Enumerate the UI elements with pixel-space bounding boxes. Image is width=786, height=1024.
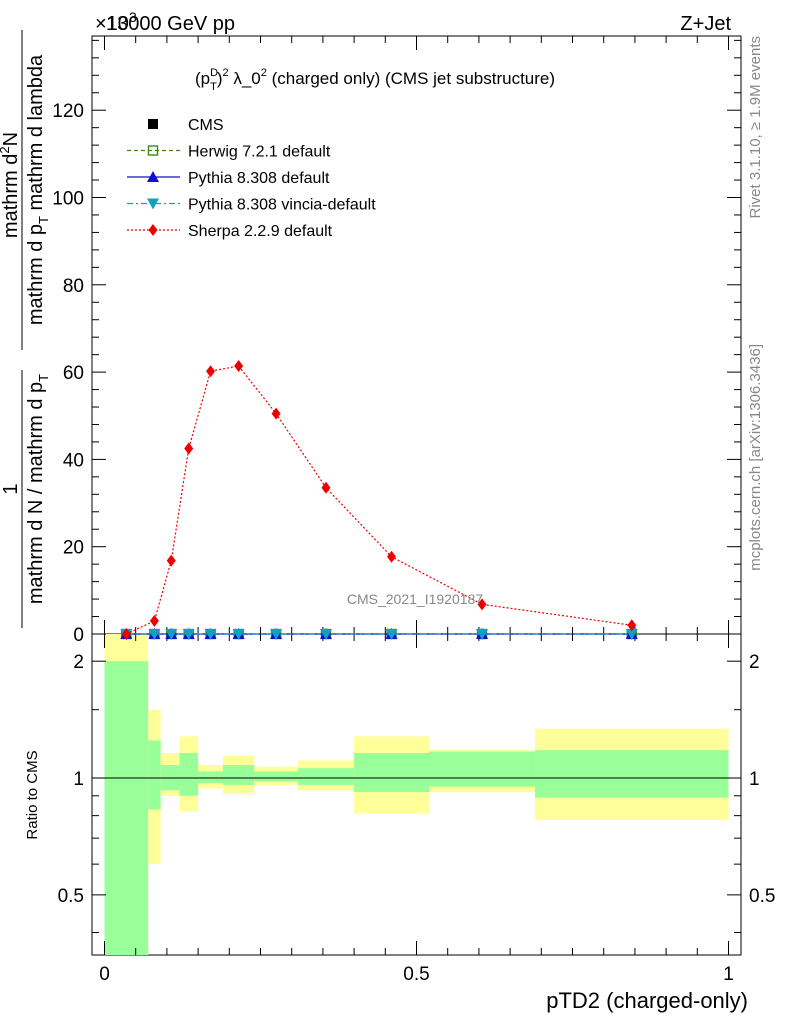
data-point-sherpa	[234, 359, 244, 372]
header-left: 13000 GeV pp	[106, 13, 235, 35]
legend-marker-herwig	[147, 145, 159, 156]
ratio-band-inner	[297, 768, 355, 785]
ratio-y-tick-label: 1	[73, 769, 84, 790]
watermark: CMS_2021_I1920187	[347, 591, 483, 607]
legend-item-sherpa: Sherpa 2.2.9 default	[127, 223, 333, 240]
mcplots-label: mcplots.cern.ch [arXiv:1306.3436]	[747, 344, 764, 571]
data-point-vincia	[625, 629, 638, 640]
main-y-tick-label: 60	[63, 363, 84, 384]
y-label-frac2-num: mathrm d2N	[0, 132, 22, 238]
data-point-sherpa	[271, 407, 281, 420]
ratio-band-inner	[535, 750, 729, 798]
ratio-band-inner	[428, 751, 536, 787]
data-point-vincia	[165, 629, 178, 640]
main-y-tick-label: 80	[63, 276, 84, 297]
data-point-sherpa	[166, 554, 176, 567]
ratio-band-inner	[104, 661, 149, 955]
data-point-sherpa	[477, 598, 487, 611]
data-point-sherpa	[121, 628, 131, 640]
main-y-label: 1 mathrm d N / mathrm d pT mathrm d2N ma…	[0, 30, 51, 628]
ratio-y-label: Ratio to CMS	[24, 750, 41, 839]
ratio-x-axis: 0 0.5 1	[99, 634, 734, 985]
y-label-frac1-den: mathrm d N / mathrm d pT	[25, 374, 51, 604]
ratio-bands	[104, 634, 729, 955]
series-vincia	[120, 629, 638, 640]
legend-label-cms: CMS	[188, 117, 224, 134]
legend-marker-pythia	[147, 171, 159, 182]
ratio-y-tick-label: 2	[73, 652, 84, 673]
main-y-tick-label: 40	[63, 450, 84, 471]
data-point-vincia	[385, 629, 398, 640]
ratio-y-tick-label: 0.5	[58, 886, 84, 907]
main-y-tick-label: 20	[63, 538, 84, 559]
data-point-sherpa	[206, 365, 216, 378]
ratio-band-inner	[354, 753, 429, 793]
data-point-sherpa	[387, 550, 397, 563]
series-line-sherpa	[126, 365, 632, 635]
main-y-tick-label: 120	[52, 101, 84, 122]
data-point-vincia	[232, 629, 245, 640]
plot-title: (pD T)2 λ_02 (charged only) (CMS jet subs…	[195, 67, 555, 93]
data-point-vincia	[320, 629, 333, 640]
exponent-label: ×103	[95, 9, 137, 35]
y-label-frac2-den: mathrm d pT mathrm d lambda	[25, 54, 51, 325]
ratio-band-inner	[223, 765, 255, 785]
legend-item-pythia: Pythia 8.308 default	[127, 170, 330, 187]
data-point-vincia	[476, 629, 489, 640]
legend-label-pythia: Pythia 8.308 default	[188, 170, 330, 187]
series-layer	[120, 359, 638, 640]
ratio-y-tick-label-right: 1	[749, 769, 760, 790]
ratio-band-inner	[179, 753, 199, 796]
legend-item-herwig: Herwig 7.2.1 default	[127, 144, 331, 161]
legend-item-vincia: Pythia 8.308 vincia-default	[127, 197, 376, 214]
ratio-band-inner	[198, 771, 224, 784]
legend-label-vincia: Pythia 8.308 vincia-default	[188, 197, 376, 214]
data-point-vincia	[148, 629, 161, 640]
ratio-band-inner	[148, 740, 161, 810]
data-point-sherpa	[321, 481, 331, 494]
legend-item-cms: CMS	[148, 117, 224, 134]
legend-marker-sherpa	[148, 224, 158, 236]
x-axis-label: pTD2 (charged-only)	[546, 988, 748, 1013]
legend-marker-cms	[148, 119, 158, 129]
y-label-frac1-num: 1	[0, 483, 22, 494]
x-tick-label: 1	[723, 964, 734, 985]
data-point-vincia	[182, 629, 195, 640]
data-point-sherpa	[184, 442, 194, 455]
legend-label-herwig: Herwig 7.2.1 default	[188, 144, 331, 161]
ratio-y-tick-label-right: 0.5	[749, 886, 775, 907]
ratio-y-axis: 0.5 0.5 1 1 2 2	[58, 652, 775, 933]
data-point-vincia	[204, 629, 217, 640]
x-tick-label: 0.5	[403, 964, 429, 985]
ratio-y-tick-label-right: 2	[749, 652, 760, 673]
ratio-band-inner	[254, 771, 298, 782]
header-right: Z+Jet	[680, 13, 731, 35]
series-sherpa	[121, 359, 637, 640]
x-tick-label: 0	[99, 964, 110, 985]
data-point-sherpa	[149, 614, 159, 627]
legend: CMS Herwig 7.2.1 default Pythia 8.308 defa…	[127, 117, 376, 240]
main-y-tick-label: 0	[73, 625, 84, 646]
main-y-axis: 0 20 40 60 80 100 120	[52, 39, 741, 646]
data-point-vincia	[270, 629, 283, 640]
data-point-sherpa	[627, 619, 637, 632]
rivet-label: Rivet 3.1.10, ≥ 1.9M events	[747, 36, 764, 219]
main-y-tick-label: 100	[52, 189, 84, 210]
legend-marker-vincia	[147, 198, 159, 210]
legend-label-sherpa: Sherpa 2.2.9 default	[188, 223, 333, 240]
